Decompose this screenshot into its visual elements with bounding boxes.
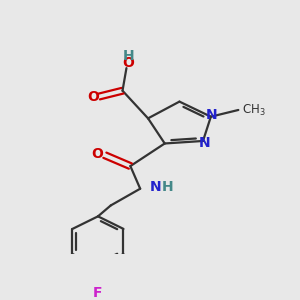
Text: H: H	[123, 50, 134, 63]
Text: O: O	[91, 146, 103, 161]
Text: O: O	[122, 56, 134, 70]
Text: CH$_3$: CH$_3$	[242, 102, 266, 118]
Text: N: N	[199, 136, 211, 150]
Text: N: N	[150, 180, 162, 194]
Text: F: F	[93, 286, 103, 300]
Text: N: N	[206, 108, 218, 122]
Text: H: H	[162, 180, 173, 194]
Text: O: O	[87, 90, 99, 104]
